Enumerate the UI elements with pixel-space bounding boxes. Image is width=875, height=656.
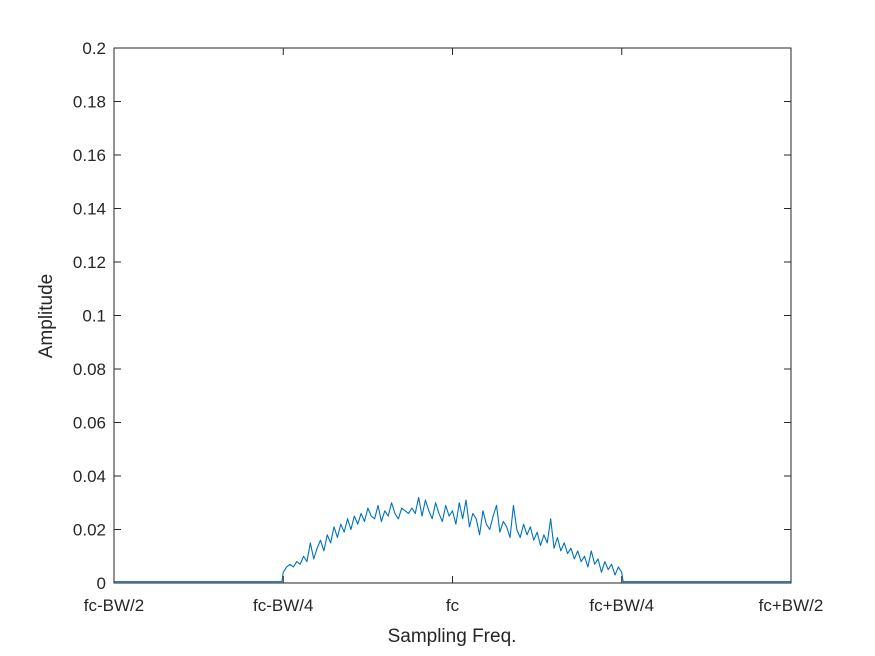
y-tick-label: 0.08 (73, 360, 106, 379)
y-tick-label: 0.02 (73, 521, 106, 540)
series-line (114, 496, 791, 583)
y-tick-label: 0.04 (73, 467, 106, 486)
y-tick-label: 0 (97, 574, 106, 593)
ticks-layer: 0 0.02 0.04 0.06 0.08 0.1 0.12 0.14 0.16 0.18 0.2 f… (73, 39, 823, 615)
y-tick-label: 0.16 (73, 146, 106, 165)
y-tick-label: 0.2 (82, 39, 106, 58)
y-tick-label: 0.18 (73, 93, 106, 112)
y-tick-label: 0.1 (82, 307, 106, 326)
x-tick-label: fc-BW/4 (253, 596, 313, 615)
x-tick-label: fc+BW/2 (759, 596, 824, 615)
x-tick-label: fc+BW/4 (589, 596, 654, 615)
series-layer (114, 496, 791, 583)
y-axis-label: Amplitude (36, 274, 57, 359)
x-tick-label: fc-BW/2 (84, 596, 144, 615)
y-tick-label: 0.14 (73, 200, 106, 219)
plot-area (114, 48, 791, 583)
axes-frame (113, 47, 792, 584)
y-tick-label: 0.12 (73, 253, 106, 272)
x-axis-label: Sampling Freq. (388, 626, 517, 647)
y-tick-label: 0.06 (73, 414, 106, 433)
x-tick-label: fc (446, 596, 460, 615)
